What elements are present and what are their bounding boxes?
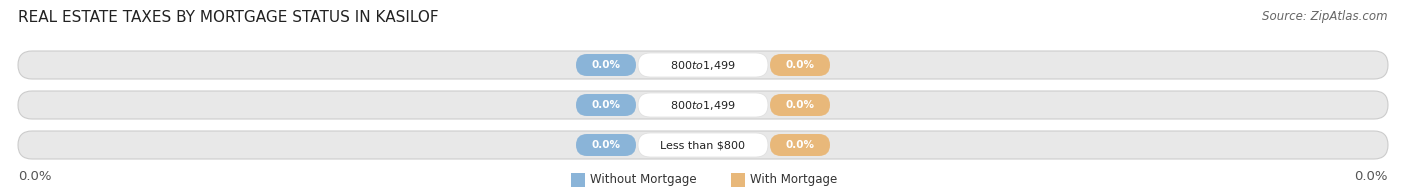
Text: Source: ZipAtlas.com: Source: ZipAtlas.com — [1263, 10, 1388, 23]
Text: 0.0%: 0.0% — [786, 60, 814, 70]
Text: With Mortgage: With Mortgage — [751, 174, 838, 186]
Text: 0.0%: 0.0% — [786, 100, 814, 110]
Text: REAL ESTATE TAXES BY MORTGAGE STATUS IN KASILOF: REAL ESTATE TAXES BY MORTGAGE STATUS IN … — [18, 10, 439, 25]
FancyBboxPatch shape — [576, 94, 636, 116]
Text: 0.0%: 0.0% — [1354, 170, 1388, 183]
Text: 0.0%: 0.0% — [786, 140, 814, 150]
FancyBboxPatch shape — [731, 173, 745, 187]
FancyBboxPatch shape — [638, 93, 768, 117]
FancyBboxPatch shape — [770, 54, 830, 76]
FancyBboxPatch shape — [576, 134, 636, 156]
FancyBboxPatch shape — [18, 51, 1388, 79]
FancyBboxPatch shape — [770, 94, 830, 116]
FancyBboxPatch shape — [18, 131, 1388, 159]
Text: $800 to $1,499: $800 to $1,499 — [671, 98, 735, 112]
FancyBboxPatch shape — [638, 53, 768, 77]
FancyBboxPatch shape — [770, 134, 830, 156]
FancyBboxPatch shape — [18, 91, 1388, 119]
Text: $800 to $1,499: $800 to $1,499 — [671, 58, 735, 72]
FancyBboxPatch shape — [571, 173, 585, 187]
Text: Without Mortgage: Without Mortgage — [591, 174, 697, 186]
Text: 0.0%: 0.0% — [592, 60, 620, 70]
Text: 0.0%: 0.0% — [592, 140, 620, 150]
Text: 0.0%: 0.0% — [592, 100, 620, 110]
FancyBboxPatch shape — [576, 54, 636, 76]
Text: Less than $800: Less than $800 — [661, 140, 745, 150]
Text: 0.0%: 0.0% — [18, 170, 52, 183]
FancyBboxPatch shape — [638, 133, 768, 157]
